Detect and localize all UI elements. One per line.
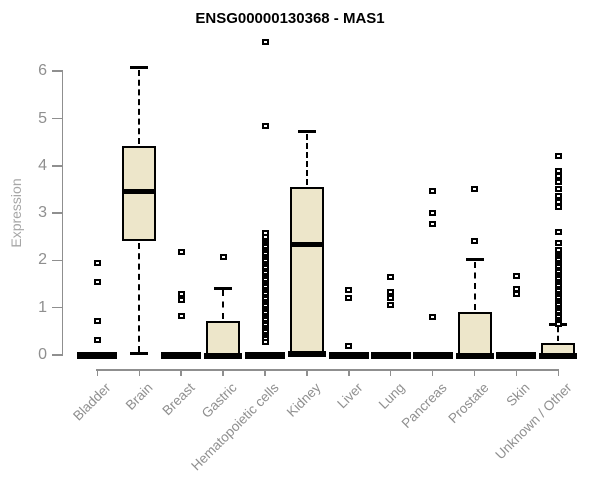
whisker-cap [130, 66, 149, 70]
y-tick-label: 5 [38, 109, 47, 127]
y-tick-label: 2 [38, 251, 47, 269]
x-tick [306, 369, 308, 376]
flat-median-bar [161, 351, 202, 359]
y-tick [51, 259, 62, 262]
outlier-point [554, 179, 562, 186]
outlier-point [177, 296, 185, 303]
outlier-point [261, 338, 269, 345]
outlier-point [554, 239, 562, 246]
y-tick-label: 3 [38, 204, 47, 222]
y-tick [51, 70, 62, 72]
outlier-point [471, 237, 478, 244]
outlier-point [429, 220, 437, 227]
outlier-point [554, 204, 562, 211]
outlier-point [261, 233, 269, 240]
whisker-cap [297, 130, 316, 134]
x-tick [515, 369, 518, 376]
outlier-point [554, 228, 562, 235]
whisker-cap [214, 286, 233, 290]
outlier-point [429, 188, 437, 195]
outlier-point [554, 320, 562, 327]
flat-median-bar [245, 351, 285, 359]
outlier-point [261, 38, 269, 45]
whisker-line [222, 290, 225, 320]
outlier-point [93, 259, 101, 266]
x-tick [180, 369, 182, 376]
y-tick [51, 354, 62, 356]
outlier-point [93, 336, 101, 343]
y-tick-label: 4 [38, 156, 47, 174]
outlier-point [554, 247, 562, 254]
whisker-cap [130, 352, 149, 356]
whisker-line [305, 133, 308, 186]
median-line [122, 189, 157, 195]
outlier-point [512, 290, 520, 297]
outlier-point [219, 254, 227, 261]
box [457, 312, 492, 355]
collapsed-bottom-bar [539, 353, 578, 359]
outlier-point [554, 167, 562, 174]
outlier-point [177, 248, 185, 255]
outlier-point [345, 294, 353, 301]
outlier-point [387, 294, 395, 301]
whisker-cap [465, 258, 484, 262]
box [289, 187, 324, 353]
y-tick-label: 6 [38, 62, 47, 80]
whisker-line [138, 69, 141, 145]
outlier-point [93, 317, 101, 324]
y-tick [51, 117, 62, 120]
outlier-point [261, 122, 269, 129]
y-tick [51, 212, 62, 214]
outlier-point [93, 278, 101, 285]
outlier-point [554, 185, 562, 192]
flat-median-bar [77, 351, 118, 359]
y-axis-line [61, 70, 63, 356]
outlier-point [387, 301, 395, 308]
outlier-point [554, 192, 562, 199]
y-tick [51, 165, 62, 167]
flat-median-bar [370, 351, 411, 359]
outlier-point [512, 272, 520, 279]
median-line [289, 242, 324, 248]
x-tick [264, 369, 266, 376]
x-axis-line [96, 369, 559, 371]
outlier-point [471, 185, 478, 192]
chart-title: ENSG00000130368 - MAS1 [195, 10, 385, 27]
x-tick [389, 369, 392, 376]
flat-median-bar [496, 351, 537, 359]
y-tick-label: 0 [38, 346, 47, 363]
collapsed-bottom-bar [287, 350, 326, 357]
y-tick-label: 1 [38, 298, 47, 316]
y-tick [51, 306, 62, 309]
outlier-point [387, 273, 395, 280]
x-tick [138, 369, 141, 376]
whisker-line [557, 326, 560, 341]
flat-median-bar [328, 351, 369, 359]
outlier-point [387, 289, 395, 296]
x-tick [431, 369, 434, 376]
outlier-point [554, 199, 562, 206]
x-tick [557, 369, 560, 376]
outlier-point [177, 291, 185, 298]
outlier-point [177, 312, 185, 319]
x-tick [348, 369, 350, 376]
outlier-point [345, 286, 353, 293]
outlier-point [554, 152, 562, 159]
outlier-point [429, 313, 437, 320]
whisker-line [138, 243, 141, 352]
whisker-line [473, 261, 476, 311]
collapsed-bottom-bar [455, 353, 494, 359]
x-tick [473, 369, 476, 376]
outlier-point [554, 172, 562, 179]
x-tick [96, 369, 99, 376]
outlier-point [429, 209, 437, 216]
box [206, 321, 241, 355]
outlier-point [345, 343, 353, 350]
flat-median-bar [412, 351, 453, 359]
x-tick [222, 369, 224, 376]
collapsed-bottom-bar [204, 353, 243, 359]
